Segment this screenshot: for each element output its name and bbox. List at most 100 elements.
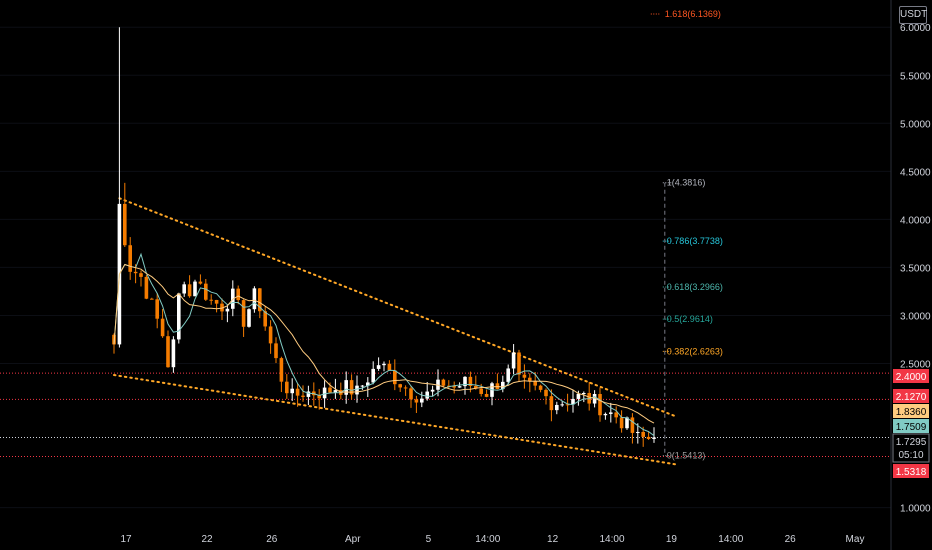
candle-body[interactable]	[285, 381, 289, 394]
wedge-lower-line[interactable]	[113, 374, 677, 466]
candle-body[interactable]	[538, 385, 543, 390]
candle-body[interactable]	[571, 398, 575, 405]
ma-fast-line	[113, 252, 655, 437]
candle-body[interactable]	[349, 380, 354, 395]
candle-body[interactable]	[592, 394, 597, 404]
candle-body[interactable]	[366, 382, 370, 386]
candle-body[interactable]	[322, 387, 327, 399]
candle-body[interactable]	[252, 288, 257, 310]
candle-body[interactable]	[441, 379, 446, 386]
candle-body[interactable]	[247, 309, 251, 327]
candle-body[interactable]	[528, 377, 532, 382]
candle-body[interactable]	[128, 245, 132, 272]
candle-body[interactable]	[204, 283, 208, 300]
candle-body[interactable]	[198, 281, 203, 284]
candle-body[interactable]	[511, 352, 516, 369]
wedge-upper-line[interactable]	[118, 197, 677, 418]
candle-body[interactable]	[533, 381, 537, 386]
candle-body[interactable]	[263, 311, 267, 327]
candle-body[interactable]	[177, 293, 181, 340]
candle-body[interactable]	[398, 384, 402, 388]
candle-body[interactable]	[123, 203, 127, 246]
candle-body[interactable]	[474, 385, 478, 389]
candle-body[interactable]	[652, 437, 656, 439]
candle-body[interactable]	[636, 431, 640, 433]
candle-body[interactable]	[279, 358, 284, 382]
candle-body[interactable]	[641, 431, 645, 437]
candle-body[interactable]	[328, 387, 332, 393]
candle-body[interactable]	[306, 391, 311, 397]
candle-body[interactable]	[560, 404, 564, 406]
candle-body[interactable]	[139, 273, 143, 277]
candle-body[interactable]	[371, 368, 375, 383]
candle-body[interactable]	[301, 395, 305, 397]
candle-body[interactable]	[209, 299, 213, 301]
candle-body[interactable]	[387, 363, 392, 371]
candle-body[interactable]	[409, 388, 413, 400]
candle-body[interactable]	[182, 284, 186, 294]
candle-body[interactable]	[630, 417, 635, 433]
candle-body[interactable]	[484, 393, 489, 397]
candle-body[interactable]	[549, 396, 554, 411]
candle-body[interactable]	[393, 370, 397, 385]
candle-body[interactable]	[274, 343, 278, 359]
candle-body[interactable]	[555, 404, 559, 411]
candle-body[interactable]	[317, 395, 321, 399]
candle-body[interactable]	[150, 298, 154, 300]
candle-body[interactable]	[187, 284, 192, 297]
candle-body[interactable]	[544, 389, 548, 397]
candle-body[interactable]	[582, 393, 586, 395]
candle-body[interactable]	[160, 318, 165, 337]
candle-body[interactable]	[133, 271, 138, 274]
candle-body[interactable]	[625, 417, 629, 429]
candle-body[interactable]	[144, 276, 149, 299]
candle-body[interactable]	[614, 412, 618, 418]
candle-body[interactable]	[268, 326, 273, 344]
candle-body[interactable]	[403, 387, 408, 389]
candle-body[interactable]	[619, 417, 624, 429]
candle-body[interactable]	[171, 339, 176, 368]
candle-body[interactable]	[463, 376, 467, 387]
candle-body[interactable]	[193, 281, 197, 297]
candle-body[interactable]	[382, 363, 386, 366]
time-axis[interactable]: 17 22 26 Apr 5 14:00 12 14:00 19 14:00 26 May	[120, 534, 864, 545]
candle-body[interactable]	[479, 388, 483, 394]
candle-body[interactable]	[565, 404, 570, 406]
candle-body[interactable]	[609, 412, 613, 414]
candle-body[interactable]	[517, 352, 521, 375]
candle-body[interactable]	[414, 399, 419, 403]
candle-body[interactable]	[155, 299, 159, 319]
candle-body[interactable]	[360, 385, 365, 387]
currency-button[interactable]: USDT	[899, 6, 927, 24]
candle-body[interactable]	[376, 365, 381, 369]
candle-body[interactable]	[166, 336, 170, 368]
candle-body[interactable]	[258, 288, 262, 312]
candle-body[interactable]	[506, 368, 510, 382]
candle-body[interactable]	[220, 303, 224, 312]
candle-body[interactable]	[603, 413, 608, 416]
candle-body[interactable]	[225, 308, 230, 312]
candle-body[interactable]	[214, 299, 219, 304]
candle-body[interactable]	[522, 374, 527, 378]
candle-body[interactable]	[576, 393, 581, 399]
x-tick-label: 14:00	[475, 534, 500, 545]
candle-body[interactable]	[646, 436, 651, 439]
x-tick-label: 17	[120, 534, 132, 545]
candle-body[interactable]	[295, 388, 300, 396]
candle-body[interactable]	[236, 288, 240, 301]
candle-body[interactable]	[457, 386, 462, 388]
candle-body[interactable]	[333, 390, 338, 393]
candle-body[interactable]	[344, 380, 348, 395]
candle-body[interactable]	[598, 394, 602, 416]
candle-body[interactable]	[241, 300, 246, 327]
candle-body[interactable]	[430, 389, 435, 392]
candle-body[interactable]	[355, 385, 359, 395]
candle-body[interactable]	[452, 386, 456, 388]
candle-body[interactable]	[501, 381, 505, 390]
candle-body[interactable]	[290, 388, 294, 394]
candle-body[interactable]	[425, 391, 429, 399]
candle-body[interactable]	[420, 398, 424, 403]
price-axis[interactable]: 6.0000 5.5000 5.0000 4.5000 4.0000 3.5000 3.00…	[900, 23, 931, 514]
candle-body[interactable]	[468, 376, 473, 386]
